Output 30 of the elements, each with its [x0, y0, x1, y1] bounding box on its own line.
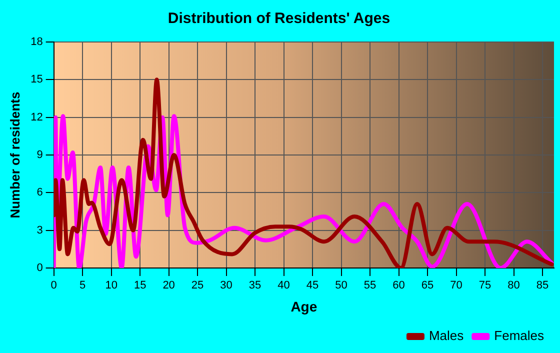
x-tick-label: 45: [306, 280, 319, 292]
x-tick-label: 25: [191, 280, 204, 292]
x-tick-label: 15: [134, 280, 146, 292]
y-tick-label: 0: [36, 262, 43, 274]
x-tick-label: 10: [105, 280, 118, 292]
x-axis-title: Age: [290, 298, 318, 314]
x-tick-label: 85: [536, 280, 549, 292]
x-tick-label: 5: [80, 280, 86, 292]
x-tick-label: 80: [508, 280, 520, 292]
legend-label: Females: [494, 328, 544, 344]
y-tick-label: 15: [30, 74, 43, 86]
y-tick-label: 3: [36, 224, 43, 236]
x-tick-label: 60: [392, 280, 405, 292]
chart-title: Distribution of Residents' Ages: [168, 10, 390, 28]
x-tick-label: 35: [248, 280, 262, 292]
x-tick-label: 40: [278, 280, 290, 292]
y-axis-title: Number of residents: [7, 92, 22, 218]
y-tick-label: 9: [36, 149, 43, 162]
x-tick-label: 0: [50, 280, 57, 292]
x-tick-label: 75: [478, 280, 492, 292]
x-tick-label: 30: [220, 280, 232, 292]
x-tick-label: 65: [421, 280, 434, 292]
x-tick-label: 55: [364, 280, 376, 292]
x-tick-label: 70: [450, 280, 462, 292]
x-tick-label: 50: [335, 280, 348, 292]
y-tick-label: 18: [30, 36, 43, 48]
y-tick-label: 6: [36, 186, 43, 199]
y-tick-label: 12: [30, 111, 43, 124]
legend-label: Males: [428, 328, 464, 344]
x-tick-label: 20: [162, 280, 175, 292]
